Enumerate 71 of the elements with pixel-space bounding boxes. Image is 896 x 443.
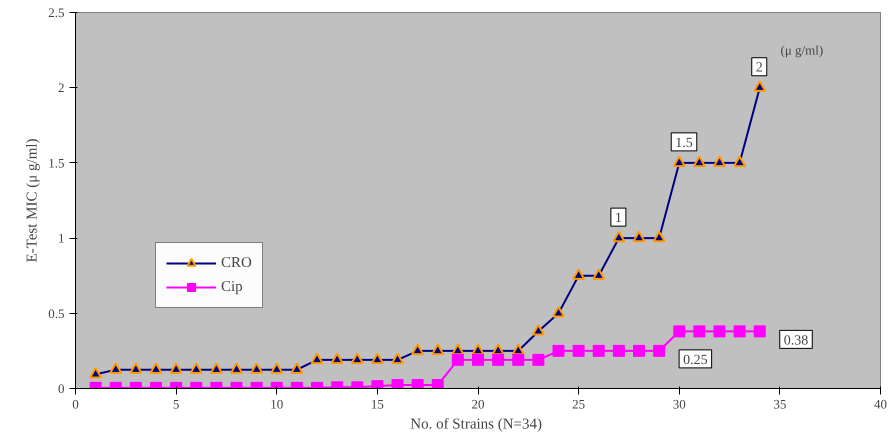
point [692,156,706,168]
x-tick-label: 30 [672,396,686,412]
point [572,268,586,280]
y-tick-label: 0.5 [48,306,64,321]
point [734,325,746,338]
point [350,352,364,364]
x-tick-label: 15 [370,396,384,412]
point [89,367,102,379]
point [270,362,284,374]
point [652,230,666,242]
point [129,362,142,374]
annotation: 0.38 [784,333,808,348]
point [572,344,585,357]
point [632,230,646,242]
point [150,362,162,374]
y-tick-label: 0 [58,381,64,396]
point [370,352,384,364]
point [472,354,484,366]
point [452,354,464,366]
point [330,352,344,364]
point [532,324,545,336]
point [310,352,324,364]
point [512,354,524,366]
point [693,325,706,338]
y-tick-label: 2.5 [48,5,64,20]
point [592,268,606,280]
point [612,230,626,242]
point [552,344,564,357]
y-axis-title: E-Test MIC (μ g/ml) [24,138,40,263]
annotation: 0.25 [683,352,708,368]
point [109,362,122,374]
y-tick-label: 1 [58,230,64,246]
annotation: (μ g/ml) [780,42,824,58]
point [612,344,625,357]
point [250,362,264,374]
point [552,306,565,318]
point [733,156,746,168]
annotation: 1.5 [675,136,693,151]
point [290,362,304,374]
x-tick-label: 5 [172,396,180,412]
point [633,344,645,357]
point [391,352,404,364]
y-tick-label: 1.5 [48,155,64,170]
point [411,344,424,356]
point [673,325,686,338]
point [754,325,766,338]
x-axis-title: No. of Strains (N=34) [410,416,542,432]
x-tick-label: 0 [72,396,79,412]
x-tick-label: 35 [773,396,786,412]
x-tick-label: 25 [572,396,586,412]
annotation: 2 [756,60,763,76]
point [170,362,183,374]
point [492,354,504,366]
legend-label: Cip [221,278,243,296]
point [653,344,666,357]
point [210,362,223,374]
point [592,344,605,357]
point [713,156,726,168]
point [672,156,686,168]
point [714,325,726,338]
x-tick-label: 10 [270,396,284,412]
legend-label: CRO [221,254,252,272]
point [230,362,243,374]
x-tick-label: 20 [472,396,484,412]
annotation: 1 [614,211,622,226]
point [532,354,544,366]
y-tick-label: 2 [58,80,64,96]
point [431,344,444,356]
x-tick-label: 40 [874,396,887,412]
point [190,362,203,374]
point [753,80,766,92]
